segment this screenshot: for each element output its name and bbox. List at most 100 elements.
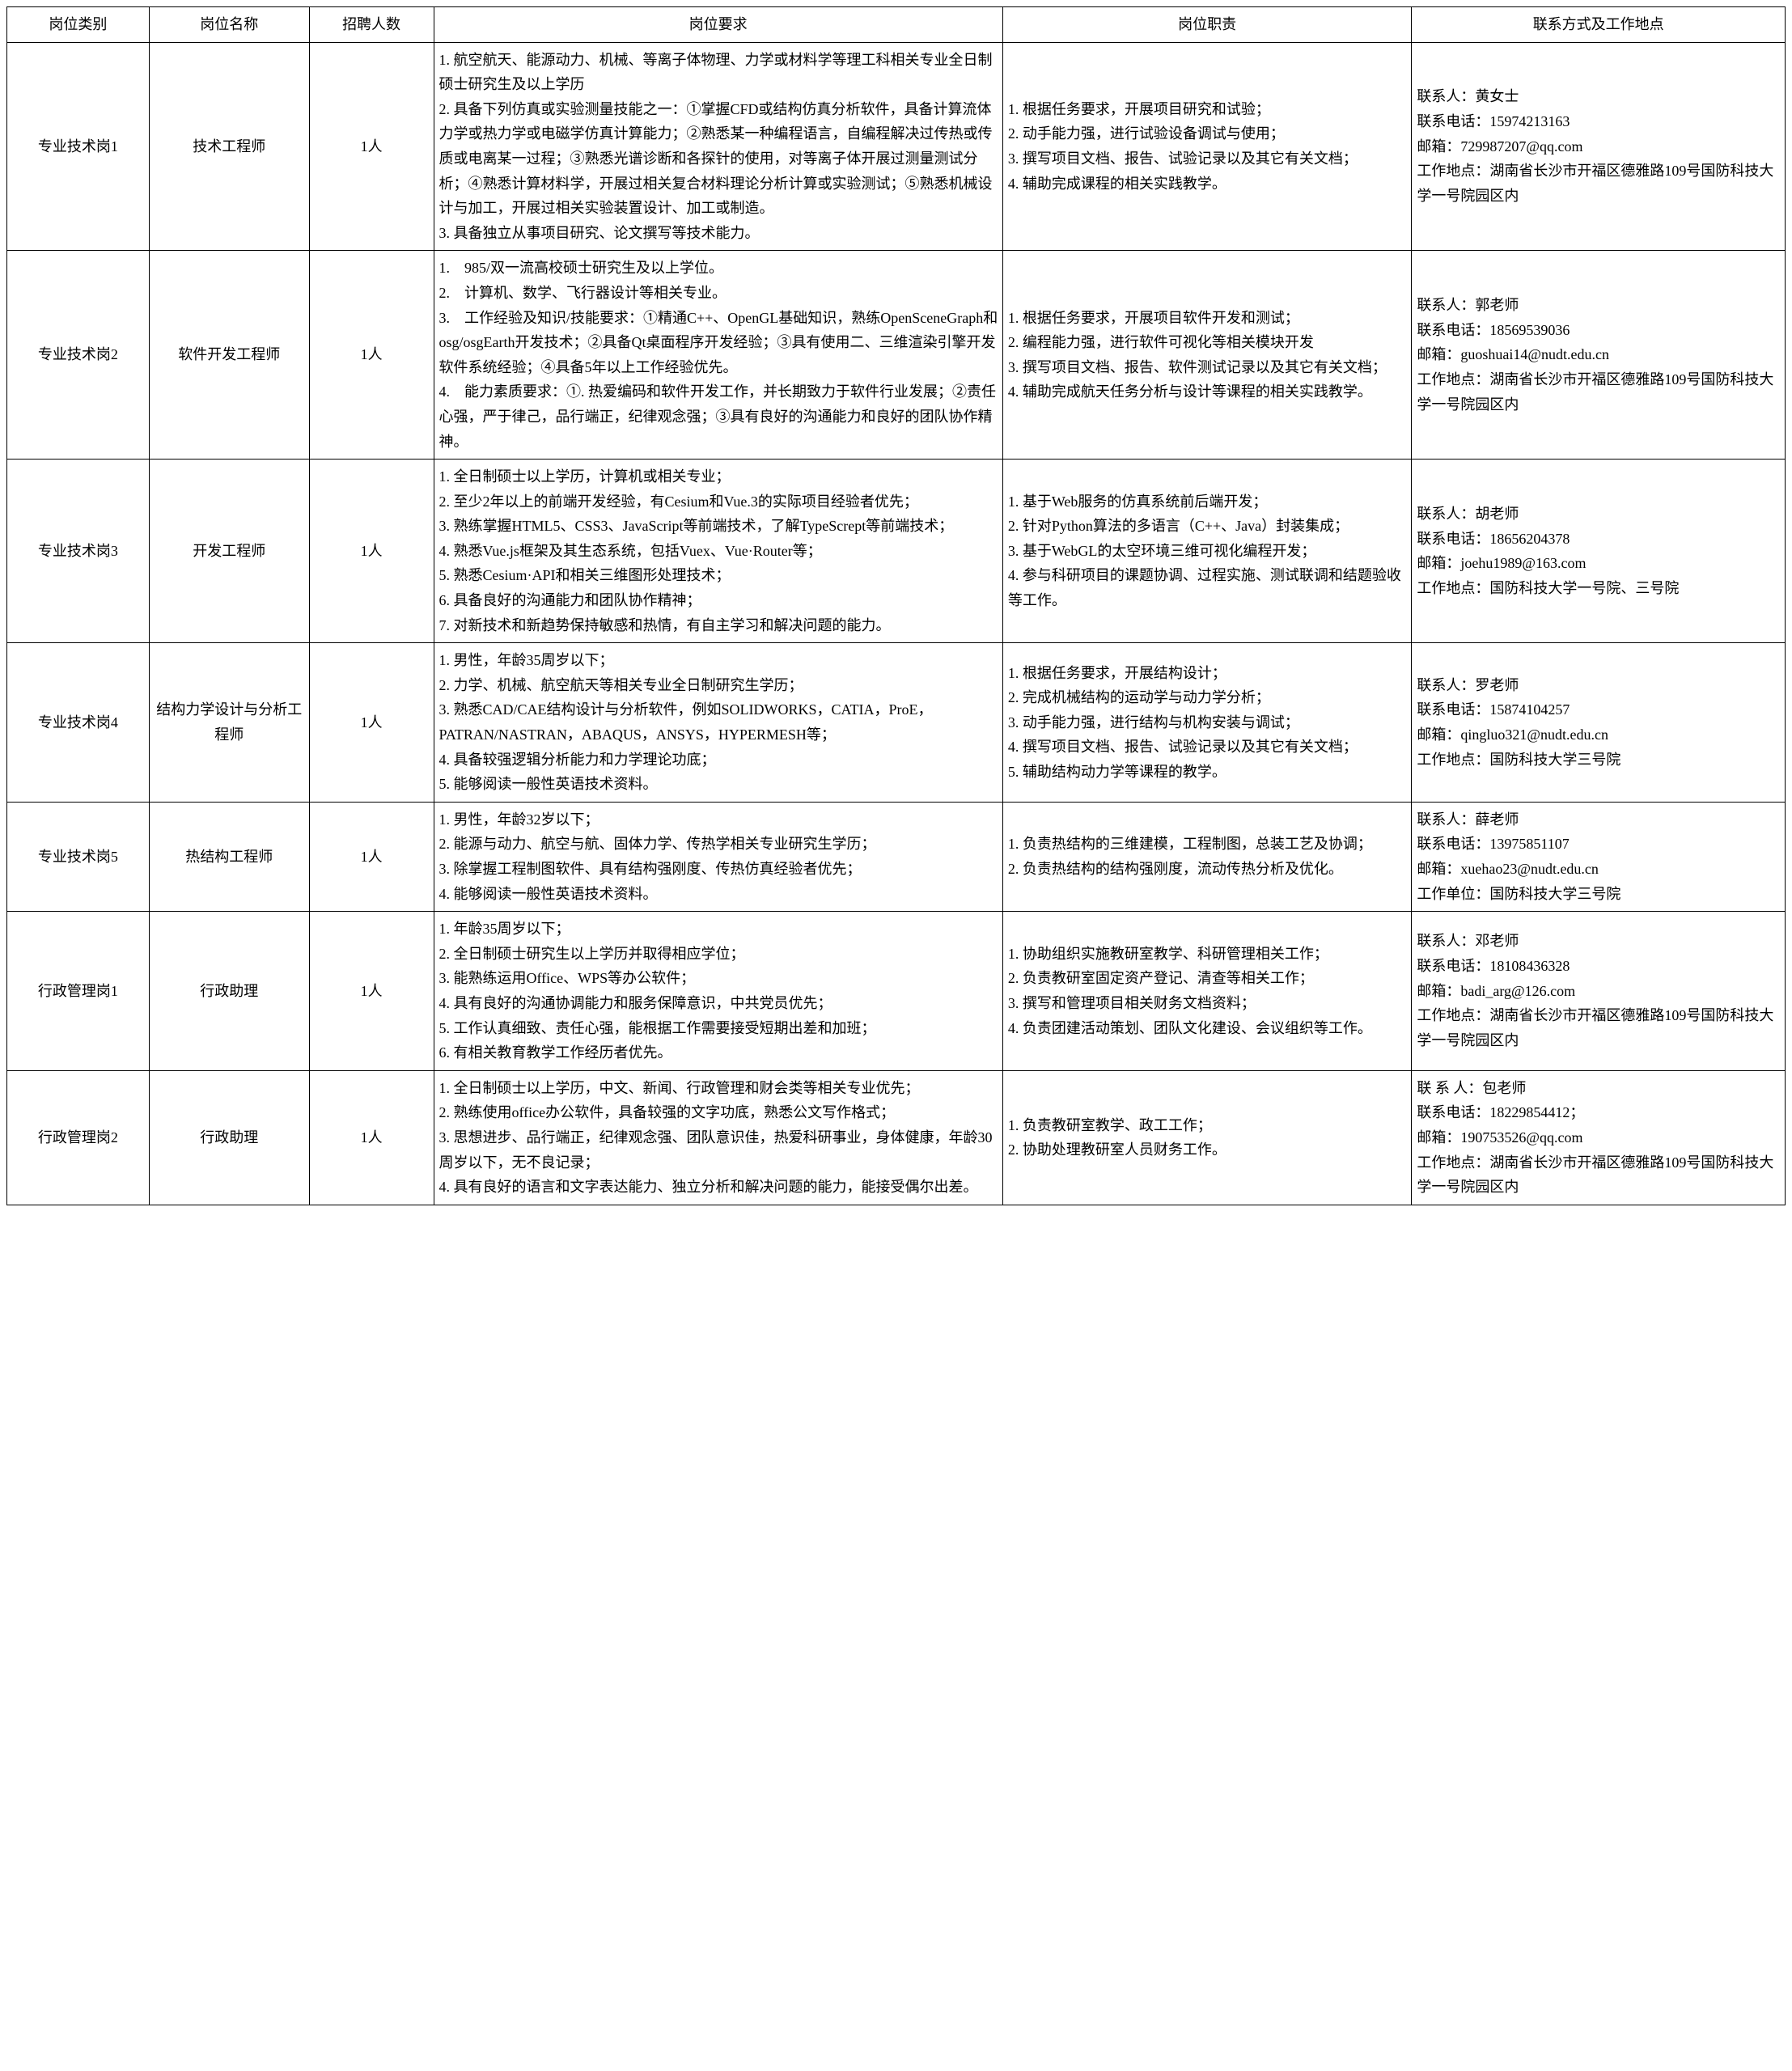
cell-req-line: 4. 具备较强逻辑分析能力和力学理论功底； xyxy=(439,748,999,773)
cell-req-line: 6. 具备良好的沟通能力和团队协作精神； xyxy=(439,588,999,613)
cell-req-line: 4. 具有良好的语言和文字表达能力、独立分析和解决问题的能力，能接受偶尔出差。 xyxy=(439,1175,999,1200)
cell-duty-line: 1. 根据任务要求，开展项目软件开发和测试； xyxy=(1008,306,1409,331)
cell-req-line: 3. 思想进步、品行端正，纪律观念强、团队意识佳，热爱科研事业，身体健康，年龄3… xyxy=(439,1125,999,1175)
cell-req-line: 3. 除掌握工程制图软件、具有结构强刚度、传热仿真经验者优先； xyxy=(439,857,999,882)
cell-contact: 联系人：郭老师联系电话：18569539036邮箱：guoshuai14@nud… xyxy=(1412,251,1786,460)
cell-duty-line: 1. 协助组织实施教研室教学、科研管理相关工作； xyxy=(1008,942,1409,967)
cell-duty-line: 4. 辅助完成航天任务分析与设计等课程的相关实践教学。 xyxy=(1008,379,1409,404)
cell-count: 1人 xyxy=(309,42,434,251)
cell-req-line: 1. 全日制硕士以上学历，中文、新闻、行政管理和财会类等相关专业优先； xyxy=(439,1076,999,1101)
cell-duty-line: 4. 负责团建活动策划、团队文化建设、会议组织等工作。 xyxy=(1008,1016,1409,1041)
cell-req-line: 2. 力学、机械、航空航天等相关专业全日制研究生学历； xyxy=(439,673,999,698)
cell-req-line: 1. 全日制硕士以上学历，计算机或相关专业； xyxy=(439,464,999,489)
cell-duty: 1. 协助组织实施教研室教学、科研管理相关工作；2. 负责教研室固定资产登记、清… xyxy=(1002,912,1412,1071)
recruitment-table: 岗位类别 岗位名称 招聘人数 岗位要求 岗位职责 联系方式及工作地点 专业技术岗… xyxy=(6,6,1786,1205)
cell-name: 结构力学设计与分析工程师 xyxy=(149,643,309,803)
cell-contact-line: 联系人：胡老师 xyxy=(1417,502,1781,527)
cell-req: 1. 航空航天、能源动力、机械、等离子体物理、力学或材料学等理工科相关专业全日制… xyxy=(434,42,1002,251)
cell-req-line: 2. 全日制硕士研究生以上学历并取得相应学位； xyxy=(439,942,999,967)
cell-contact-line: 联系人：薛老师 xyxy=(1417,807,1781,832)
cell-count: 1人 xyxy=(309,643,434,803)
cell-contact-line: 工作地点：湖南省长沙市开福区德雅路109号国防科技大学一号院园区内 xyxy=(1417,1150,1781,1200)
cell-req-line: 1. 985/双一流高校硕士研究生及以上学位。 xyxy=(439,256,999,281)
cell-duty-line: 3. 撰写和管理项目相关财务文档资料； xyxy=(1008,991,1409,1016)
cell-contact-line: 联系电话：15874104257 xyxy=(1417,697,1781,722)
cell-contact-line: 邮箱：xuehao23@nudt.edu.cn xyxy=(1417,857,1781,882)
cell-contact-line: 联系电话：18229854412； xyxy=(1417,1100,1781,1125)
cell-duty: 1. 根据任务要求，开展项目研究和试验；2. 动手能力强，进行试验设备调试与使用… xyxy=(1002,42,1412,251)
cell-duty-line: 2. 协助处理教研室人员财务工作。 xyxy=(1008,1137,1409,1163)
cell-category: 专业技术岗3 xyxy=(7,460,150,643)
cell-duty-line: 5. 辅助结构动力学等课程的教学。 xyxy=(1008,760,1409,785)
cell-duty-line: 3. 撰写项目文档、报告、试验记录以及其它有关文档； xyxy=(1008,146,1409,172)
cell-category: 专业技术岗2 xyxy=(7,251,150,460)
cell-req-line: 1. 航空航天、能源动力、机械、等离子体物理、力学或材料学等理工科相关专业全日制… xyxy=(439,48,999,97)
cell-category: 行政管理岗1 xyxy=(7,912,150,1071)
cell-duty-line: 2. 编程能力强，进行软件可视化等相关模块开发 xyxy=(1008,330,1409,355)
table-row: 专业技术岗4结构力学设计与分析工程师1人1. 男性，年龄35周岁以下；2. 力学… xyxy=(7,643,1786,803)
cell-count: 1人 xyxy=(309,912,434,1071)
header-contact: 联系方式及工作地点 xyxy=(1412,7,1786,43)
cell-contact-line: 工作地点：湖南省长沙市开福区德雅路109号国防科技大学一号院园区内 xyxy=(1417,159,1781,208)
cell-name: 热结构工程师 xyxy=(149,802,309,911)
cell-name: 开发工程师 xyxy=(149,460,309,643)
cell-count: 1人 xyxy=(309,802,434,911)
cell-req-line: 2. 熟练使用office办公软件，具备较强的文字功底，熟悉公文写作格式； xyxy=(439,1100,999,1125)
cell-contact-line: 工作地点：国防科技大学一号院、三号院 xyxy=(1417,576,1781,601)
cell-req-line: 1. 年龄35周岁以下； xyxy=(439,917,999,942)
cell-req-line: 5. 工作认真细致、责任心强，能根据工作需要接受短期出差和加班； xyxy=(439,1016,999,1041)
cell-duty-line: 3. 基于WebGL的太空环境三维可视化编程开发； xyxy=(1008,539,1409,564)
cell-contact-line: 工作单位：国防科技大学三号院 xyxy=(1417,882,1781,907)
cell-req-line: 1. 男性，年龄32岁以下； xyxy=(439,807,999,832)
header-req: 岗位要求 xyxy=(434,7,1002,43)
cell-duty: 1. 负责教研室教学、政工工作；2. 协助处理教研室人员财务工作。 xyxy=(1002,1070,1412,1205)
cell-req-line: 3. 熟悉CAD/CAE结构设计与分析软件，例如SOLIDWORKS，CATIA… xyxy=(439,697,999,747)
cell-duty-line: 4. 撰写项目文档、报告、试验记录以及其它有关文档； xyxy=(1008,735,1409,760)
table-row: 行政管理岗1行政助理1人1. 年龄35周岁以下；2. 全日制硕士研究生以上学历并… xyxy=(7,912,1786,1071)
cell-contact-line: 工作地点：湖南省长沙市开福区德雅路109号国防科技大学一号院园区内 xyxy=(1417,367,1781,417)
cell-contact-line: 联系人：邓老师 xyxy=(1417,929,1781,954)
cell-req-line: 3. 能熟练运用Office、WPS等办公软件； xyxy=(439,966,999,991)
cell-req-line: 4. 能够阅读一般性英语技术资料。 xyxy=(439,882,999,907)
cell-count: 1人 xyxy=(309,251,434,460)
cell-req: 1. 男性，年龄35周岁以下；2. 力学、机械、航空航天等相关专业全日制研究生学… xyxy=(434,643,1002,803)
cell-duty-line: 2. 完成机械结构的运动学与动力学分析； xyxy=(1008,685,1409,710)
cell-duty-line: 1. 根据任务要求，开展结构设计； xyxy=(1008,661,1409,686)
table-row: 专业技术岗1技术工程师1人1. 航空航天、能源动力、机械、等离子体物理、力学或材… xyxy=(7,42,1786,251)
cell-category: 专业技术岗4 xyxy=(7,643,150,803)
cell-req: 1. 全日制硕士以上学历，计算机或相关专业；2. 至少2年以上的前端开发经验，有… xyxy=(434,460,1002,643)
cell-req-line: 3. 工作经验及知识/技能要求：①精通C++、OpenGL基础知识，熟练Open… xyxy=(439,306,999,380)
cell-contact: 联系人：罗老师联系电话：15874104257邮箱：qingluo321@nud… xyxy=(1412,643,1786,803)
cell-name: 行政助理 xyxy=(149,1070,309,1205)
cell-duty-line: 1. 基于Web服务的仿真系统前后端开发； xyxy=(1008,489,1409,515)
cell-duty: 1. 基于Web服务的仿真系统前后端开发；2. 针对Python算法的多语言（C… xyxy=(1002,460,1412,643)
cell-count: 1人 xyxy=(309,460,434,643)
cell-category: 专业技术岗1 xyxy=(7,42,150,251)
cell-duty: 1. 根据任务要求，开展结构设计；2. 完成机械结构的运动学与动力学分析；3. … xyxy=(1002,643,1412,803)
cell-req: 1. 男性，年龄32岁以下；2. 能源与动力、航空与航、固体力学、传热学相关专业… xyxy=(434,802,1002,911)
cell-req-line: 2. 能源与动力、航空与航、固体力学、传热学相关专业研究生学历； xyxy=(439,832,999,857)
cell-req-line: 7. 对新技术和新趋势保持敏感和热情，有自主学习和解决问题的能力。 xyxy=(439,613,999,638)
header-duty: 岗位职责 xyxy=(1002,7,1412,43)
cell-duty-line: 2. 动手能力强，进行试验设备调试与使用； xyxy=(1008,121,1409,146)
cell-req-line: 6. 有相关教育教学工作经历者优先。 xyxy=(439,1040,999,1065)
cell-duty-line: 2. 负责热结构的结构强刚度，流动传热分析及优化。 xyxy=(1008,857,1409,882)
cell-contact-line: 联系电话：15974213163 xyxy=(1417,109,1781,134)
cell-contact-line: 联系电话：18656204378 xyxy=(1417,527,1781,552)
cell-contact-line: 工作地点：湖南省长沙市开福区德雅路109号国防科技大学一号院园区内 xyxy=(1417,1003,1781,1052)
cell-duty-line: 3. 动手能力强，进行结构与机构安装与调试； xyxy=(1008,710,1409,735)
cell-contact-line: 联系人：郭老师 xyxy=(1417,293,1781,318)
cell-duty-line: 2. 负责教研室固定资产登记、清查等相关工作； xyxy=(1008,966,1409,991)
header-name: 岗位名称 xyxy=(149,7,309,43)
cell-duty-line: 1. 负责教研室教学、政工工作； xyxy=(1008,1113,1409,1138)
header-count: 招聘人数 xyxy=(309,7,434,43)
cell-duty: 1. 根据任务要求，开展项目软件开发和测试；2. 编程能力强，进行软件可视化等相… xyxy=(1002,251,1412,460)
cell-req: 1. 985/双一流高校硕士研究生及以上学位。2. 计算机、数学、飞行器设计等相… xyxy=(434,251,1002,460)
table-row: 专业技术岗3开发工程师1人1. 全日制硕士以上学历，计算机或相关专业；2. 至少… xyxy=(7,460,1786,643)
cell-name: 行政助理 xyxy=(149,912,309,1071)
cell-req-line: 4. 能力素质要求：①. 热爱编码和软件开发工作，并长期致力于软件行业发展；②责… xyxy=(439,379,999,454)
cell-duty-line: 4. 辅助完成课程的相关实践教学。 xyxy=(1008,172,1409,197)
cell-contact-line: 邮箱：guoshuai14@nudt.edu.cn xyxy=(1417,342,1781,367)
table-row: 专业技术岗2软件开发工程师1人1. 985/双一流高校硕士研究生及以上学位。2.… xyxy=(7,251,1786,460)
header-row: 岗位类别 岗位名称 招聘人数 岗位要求 岗位职责 联系方式及工作地点 xyxy=(7,7,1786,43)
